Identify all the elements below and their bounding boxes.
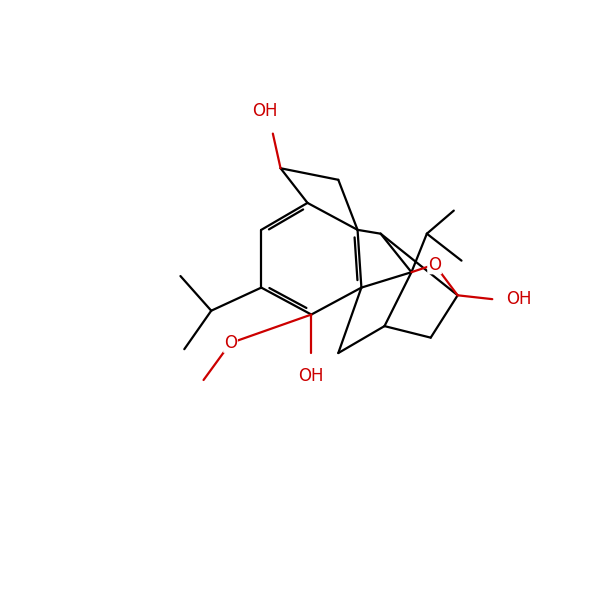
Text: OH: OH bbox=[299, 367, 324, 385]
Text: OH: OH bbox=[253, 102, 278, 120]
Text: OH: OH bbox=[506, 290, 532, 308]
Text: O: O bbox=[428, 256, 441, 274]
Text: O: O bbox=[224, 334, 237, 352]
